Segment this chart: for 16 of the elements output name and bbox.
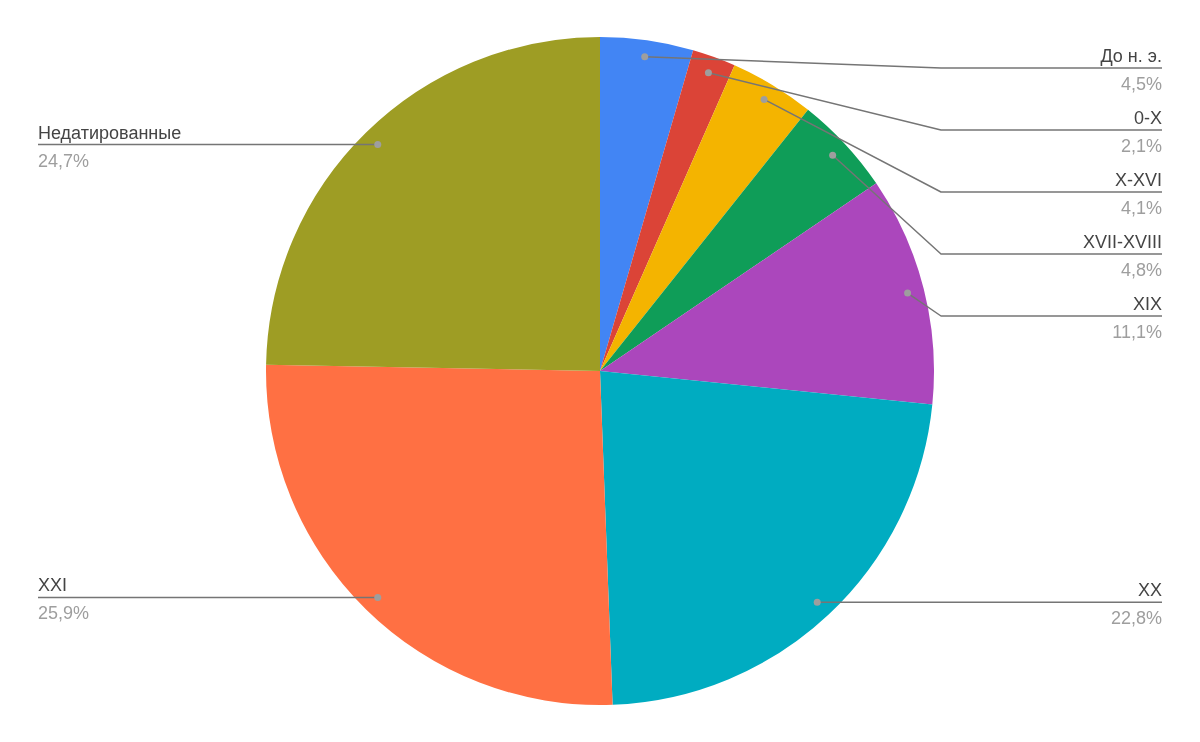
slice-label: Недатированные: [38, 122, 182, 143]
data-label: 2,1%: [1120, 136, 1162, 156]
slice-label: X-XVI: [1114, 170, 1162, 190]
slice-label: 0-X: [1133, 108, 1162, 128]
slice-label: До н. э.: [1100, 46, 1162, 66]
slice-label: XIX: [1132, 294, 1162, 314]
data-label: 25,9%: [38, 603, 90, 624]
slice-label: XXI: [38, 575, 68, 596]
data-label: 24,7%: [38, 150, 90, 171]
data-label: 4,1%: [1120, 198, 1162, 218]
data-label: 4,8%: [1120, 260, 1162, 280]
slice-label: XVII-XVIII: [1082, 232, 1162, 252]
slice-label: XX: [1137, 580, 1162, 601]
data-label: 4,5%: [1120, 74, 1162, 94]
data-label: 11,1%: [1112, 322, 1162, 342]
data-label: 22,8%: [1110, 608, 1162, 629]
